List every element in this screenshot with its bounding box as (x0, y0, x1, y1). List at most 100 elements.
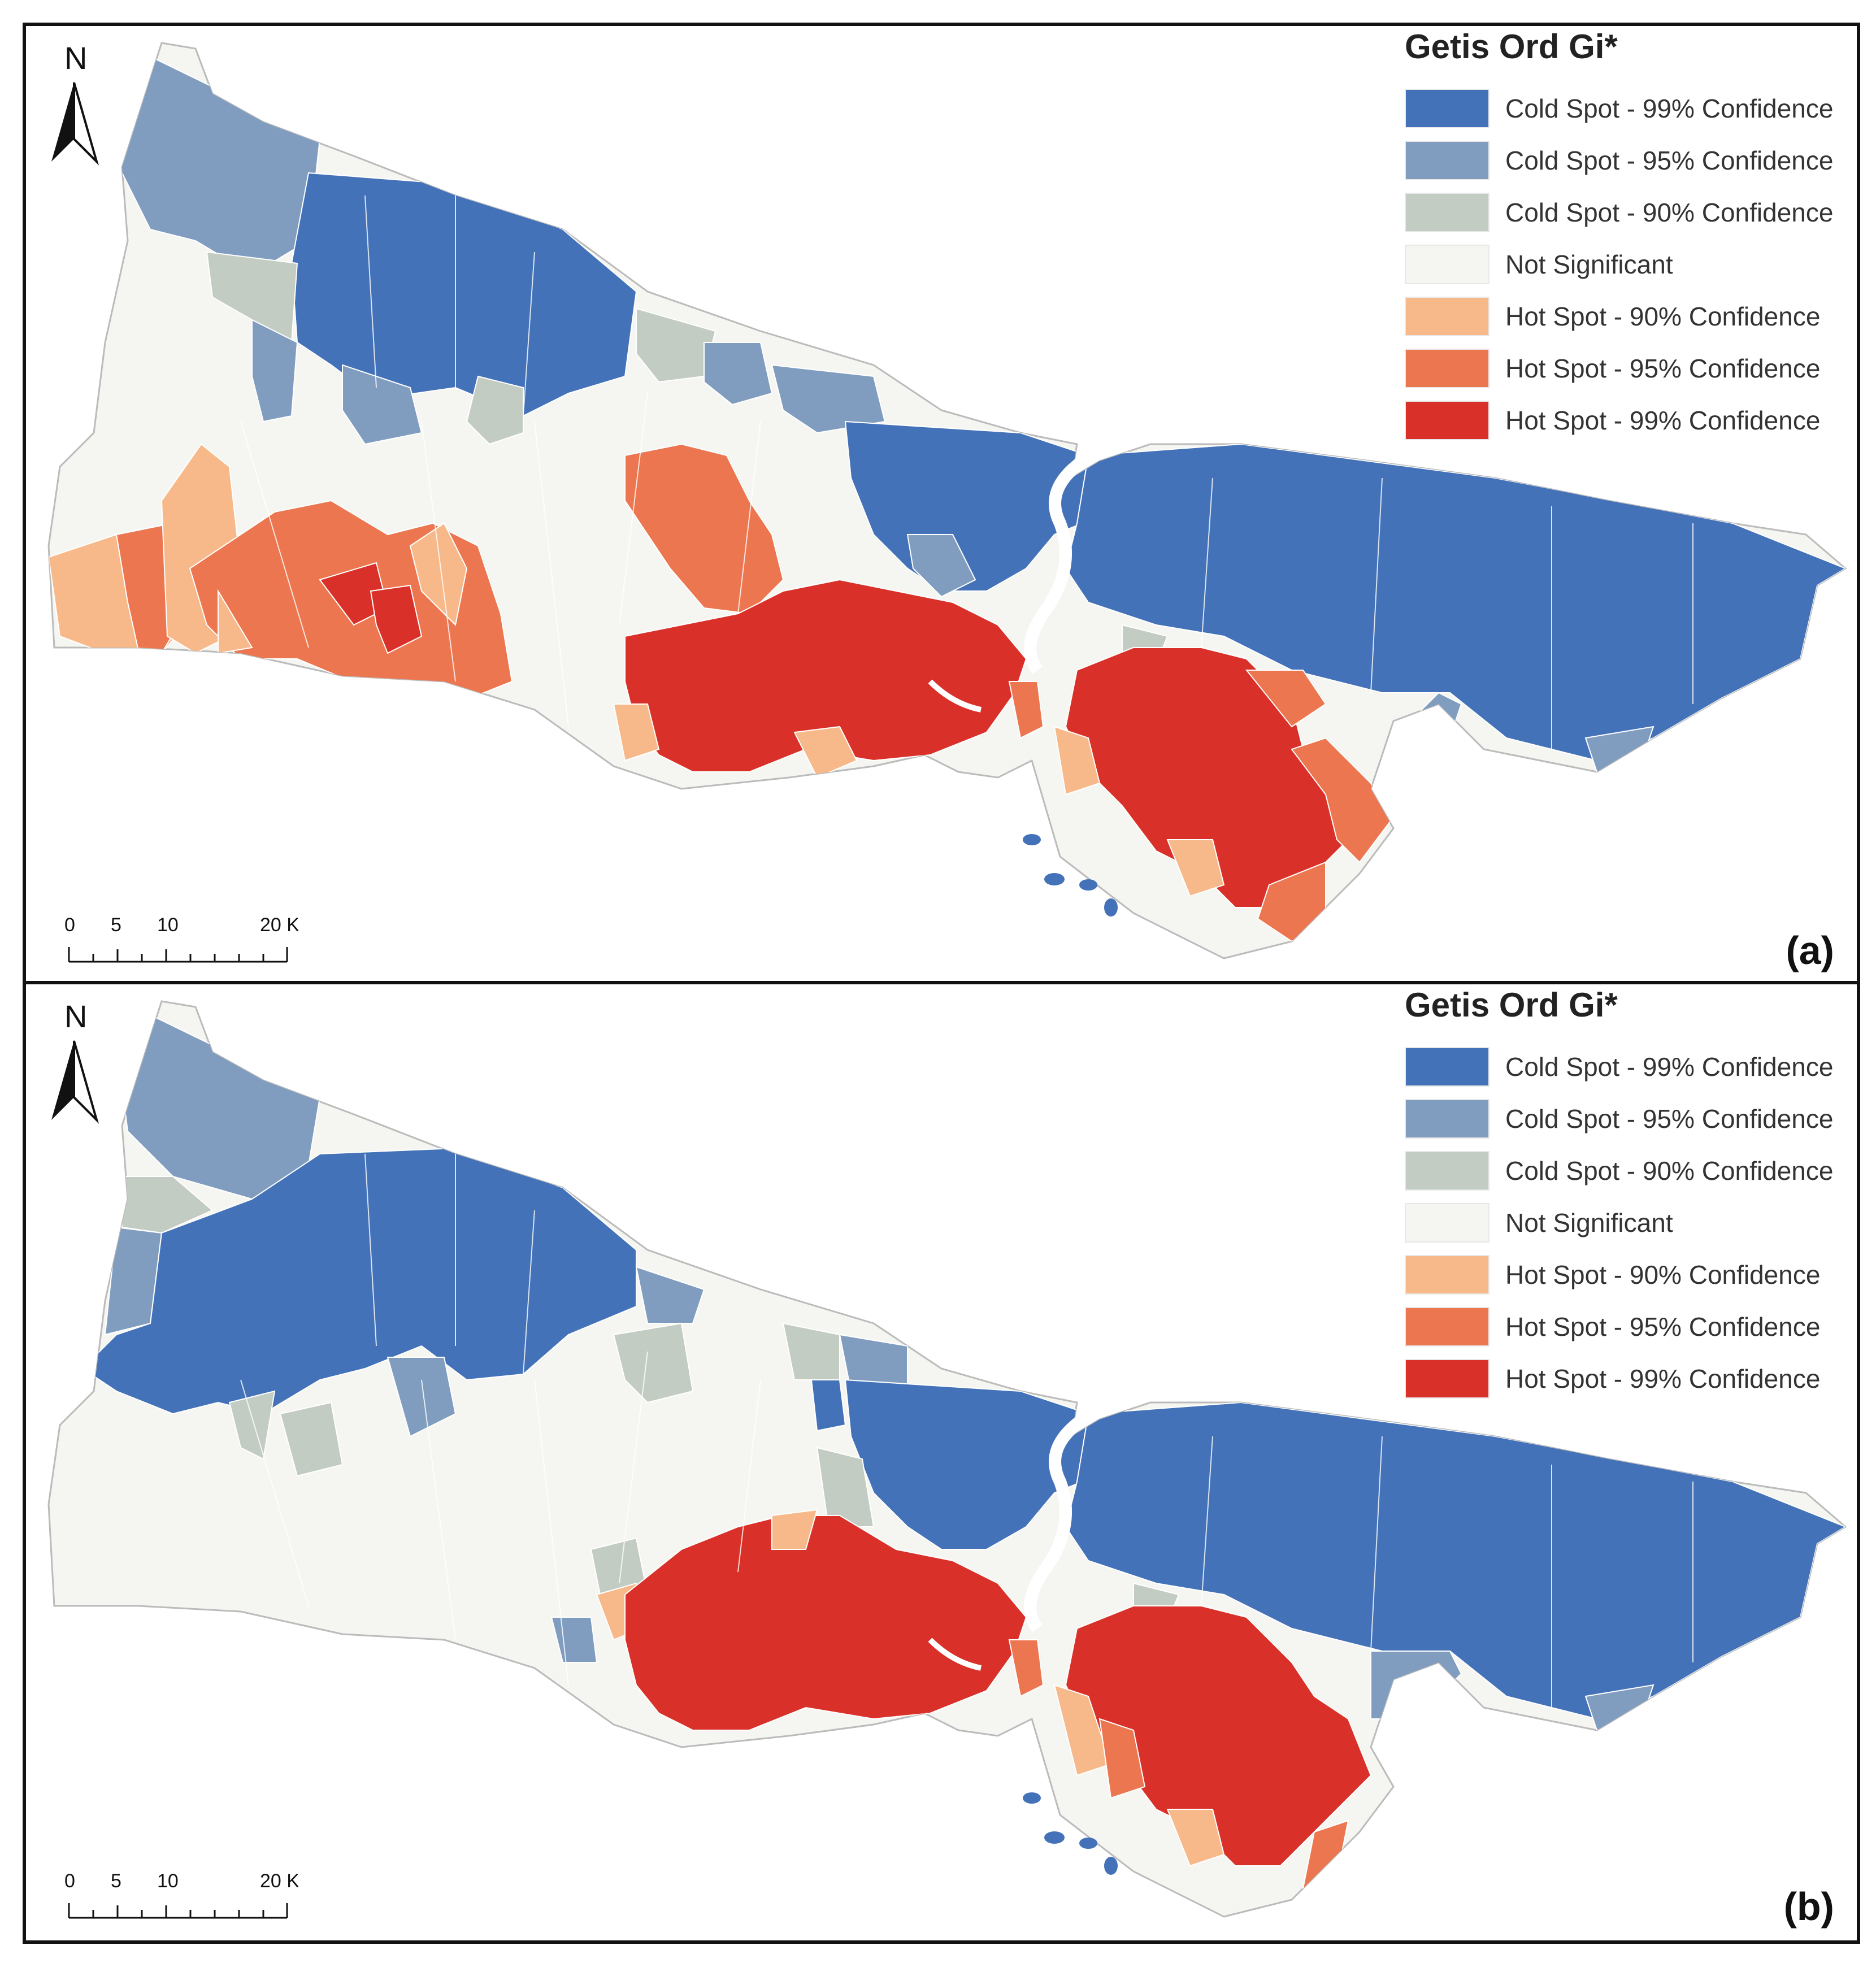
scale-bar: 0 5 10 20 Km (64, 1870, 298, 1919)
map-panel-a: N Getis Ord Gi* Cold Spot - 99% Confiden… (23, 23, 1860, 988)
legend-title: Getis Ord Gi* (1405, 986, 1618, 1024)
legend-item: Hot Spot - 99% Confidence (1405, 1353, 1857, 1405)
region-hot99-european-core (624, 579, 1027, 772)
legend-item: Cold Spot - 95% Confidence (1405, 1093, 1857, 1145)
legend-label: Hot Spot - 95% Confidence (1505, 354, 1821, 383)
golden-horn (928, 679, 982, 713)
region-hot95-b21 (1098, 1718, 1146, 1799)
region-hot90-a20 (1053, 726, 1101, 796)
region-cold90-b3 (228, 1390, 276, 1460)
region-hot95-central-north (624, 443, 784, 615)
panel-label: (a) (1786, 928, 1834, 972)
region-hot90-b22 (1166, 1809, 1225, 1867)
island-4 (1104, 898, 1118, 917)
island-1 (1023, 834, 1041, 845)
legend-label: Hot Spot - 90% Confidence (1505, 1260, 1821, 1289)
region-hot90-a15 (793, 726, 858, 779)
legend-label: Hot Spot - 90% Confidence (1505, 302, 1821, 331)
legend-swatch-hot90 (1405, 1255, 1489, 1295)
scale-tick-0: 0 (64, 914, 75, 936)
legend-label: Cold Spot - 90% Confidence (1505, 198, 1834, 227)
region-hot95-a16 (1008, 681, 1044, 739)
region-cold95-b5 (387, 1357, 457, 1437)
scale-bar: 0 5 10 20 Km (64, 914, 298, 963)
legend-item: Cold Spot - 90% Confidence (1405, 1145, 1857, 1197)
scale-tick-10: 10 (157, 914, 179, 936)
legend-label: Hot Spot - 99% Confidence (1505, 1364, 1821, 1393)
region-cold90-b7 (613, 1322, 694, 1404)
legend-item: Cold Spot - 90% Confidence (1405, 186, 1857, 238)
legend-label: Hot Spot - 95% Confidence (1505, 1312, 1821, 1341)
region-cold95-a3 (342, 364, 423, 445)
north-label: N (64, 40, 88, 76)
region-cold95-b6 (635, 1266, 705, 1324)
region-cold90-b11 (816, 1447, 875, 1527)
north-arrow: N (43, 996, 105, 1131)
legend-label: Hot Spot - 99% Confidence (1505, 406, 1821, 435)
legend-swatch-cold99 (1405, 1047, 1489, 1087)
legend-swatch-hot99 (1405, 1359, 1489, 1399)
north-arrow-icon (51, 1040, 99, 1124)
legend-item: Hot Spot - 90% Confidence (1405, 290, 1857, 342)
north-arrow-icon (51, 82, 99, 166)
region-hot90-a21 (1166, 839, 1225, 897)
region-hot90-a12 (218, 589, 253, 654)
region-cold99-b10 (810, 1379, 846, 1432)
legend-item: Hot Spot - 99% Confidence (1405, 394, 1857, 446)
choropleth-map-a (47, 42, 1847, 959)
legend-item: Not Significant (1405, 1197, 1857, 1249)
legend-item: Cold Spot - 95% Confidence (1405, 134, 1857, 186)
legend-item: Hot Spot - 95% Confidence (1405, 342, 1857, 394)
legend-label: Cold Spot - 90% Confidence (1505, 1156, 1834, 1185)
legend-title: Getis Ord Gi* (1405, 28, 1618, 66)
scale-tick-5: 5 (111, 914, 121, 936)
legend-swatch-hot90 (1405, 297, 1489, 336)
region-hot95-a18 (1291, 737, 1395, 863)
golden-horn (928, 1638, 982, 1671)
scale-tick-0: 0 (64, 1870, 75, 1892)
island-2 (1044, 873, 1065, 885)
scale-tick-5: 5 (111, 1870, 121, 1892)
legend-label: Not Significant (1505, 1208, 1673, 1237)
bosphorus-strait (1024, 456, 1087, 674)
legend-swatch-cold90 (1405, 1151, 1489, 1191)
region-cold95-a6 (704, 342, 773, 406)
island-1 (1023, 1792, 1041, 1804)
island-4 (1104, 1857, 1118, 1875)
legend-label: Cold Spot - 99% Confidence (1505, 94, 1834, 123)
legend-swatch-hot99 (1405, 401, 1489, 440)
legend-swatch-not-significant (1405, 1203, 1489, 1243)
region-hot90-a14 (613, 703, 660, 762)
legend-item: Cold Spot - 99% Confidence (1405, 82, 1857, 134)
region-cold95-a2 (251, 319, 298, 423)
legend-item: Hot Spot - 90% Confidence (1405, 1249, 1857, 1301)
region-cold90-b4 (279, 1401, 344, 1477)
north-arrow: N (43, 37, 105, 173)
bosphorus-strait (1024, 1414, 1087, 1632)
legend-item: Hot Spot - 95% Confidence (1405, 1301, 1857, 1353)
legend-item: Cold Spot - 99% Confidence (1405, 1041, 1857, 1093)
region-cold95-b13 (550, 1617, 598, 1663)
legend-swatch-hot95 (1405, 349, 1489, 388)
region-cold90-a4 (466, 375, 524, 445)
region-hot90-a13 (409, 522, 468, 627)
island-3 (1079, 879, 1097, 891)
legend-label: Cold Spot - 99% Confidence (1505, 1052, 1834, 1082)
map-panel-b: N Getis Ord Gi* Cold Spot - 99% Confiden… (23, 981, 1860, 1944)
island-2 (1044, 1831, 1065, 1844)
choropleth-map-b (47, 1000, 1847, 1918)
scale-tick-20: 20 Km (260, 1870, 298, 1892)
region-hot95-b19 (1008, 1639, 1044, 1697)
legend: Getis Ord Gi* Cold Spot - 99% Confidence… (1405, 26, 1857, 446)
scale-tick-20: 20 Km (260, 914, 298, 936)
region-hot99-west2 (370, 584, 423, 654)
region-cold90-a5 (636, 307, 716, 383)
panel-label: (b) (1783, 1884, 1834, 1929)
region-hot90-b18 (771, 1509, 818, 1550)
region-hot95-a17 (1245, 670, 1327, 728)
north-label: N (64, 998, 88, 1034)
island-3 (1079, 1838, 1097, 1849)
legend-swatch-cold95 (1405, 141, 1489, 180)
legend: Getis Ord Gi* Cold Spot - 99% Confidence… (1405, 984, 1857, 1405)
legend-item: Not Significant (1405, 238, 1857, 290)
